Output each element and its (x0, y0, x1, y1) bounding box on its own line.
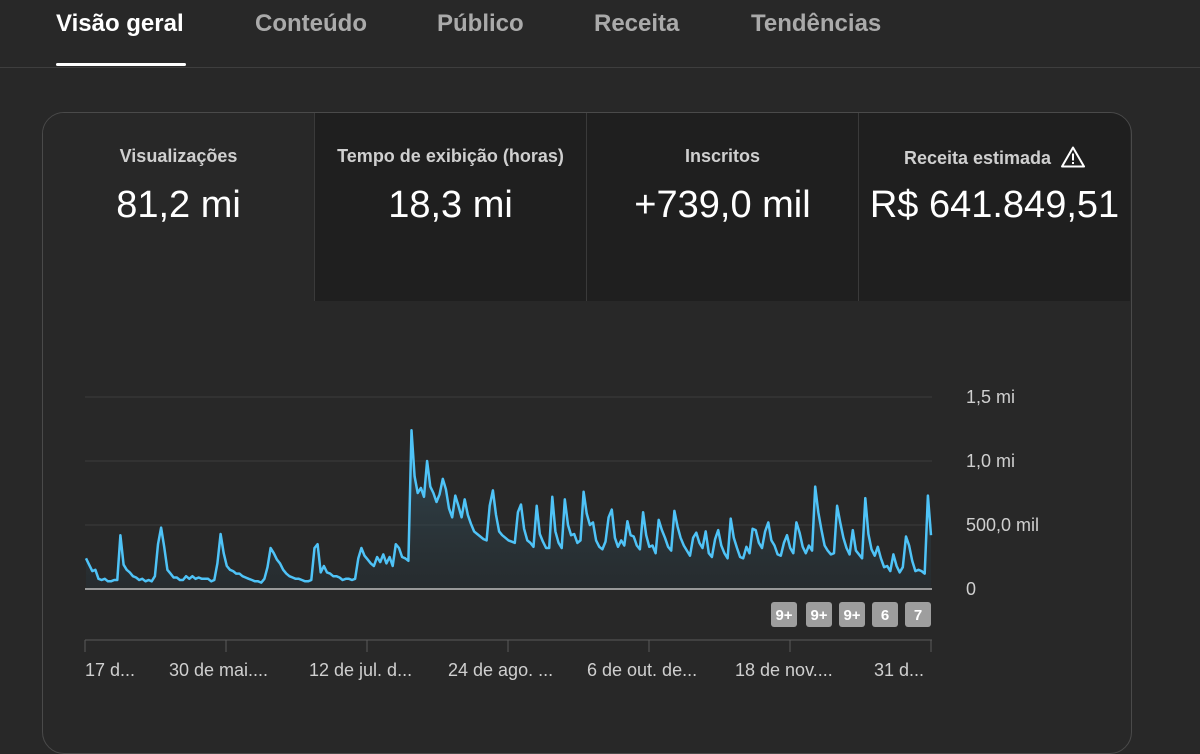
warning-icon[interactable] (1061, 146, 1086, 168)
svg-text:9+: 9+ (843, 607, 860, 624)
x-tick-label: 17 d... (85, 660, 135, 680)
metric-value: R$ 641.849,51 (869, 184, 1120, 226)
svg-text:6: 6 (881, 607, 889, 624)
x-tick-label: 30 de mai.... (169, 660, 268, 680)
tab-trends[interactable]: Tendências (751, 10, 882, 37)
y-tick-label: 0 (966, 579, 976, 599)
x-tick-label: 31 d... (874, 660, 924, 680)
metric-value: 81,2 mi (116, 184, 241, 226)
metric-estimated-revenue[interactable]: Receita estimada R$ 641.849,51 (858, 113, 1130, 301)
tab-revenue[interactable]: Receita (594, 10, 680, 37)
video-marker[interactable]: 7 (905, 602, 931, 627)
series-line (84, 429, 933, 584)
svg-text:7: 7 (914, 607, 922, 624)
metric-label: Inscritos (684, 146, 761, 166)
svg-text:9+: 9+ (810, 607, 827, 624)
tab-bar: Visão geral Conteúdo Público Receita Ten… (0, 0, 1200, 68)
tab-overview[interactable]: Visão geral (56, 10, 184, 37)
tab-audience[interactable]: Público (437, 10, 524, 37)
metric-label: Visualizações (119, 146, 238, 166)
x-tick-label: 6 de out. de... (587, 660, 697, 680)
y-tick-label: 1,5 mi (966, 387, 1015, 407)
y-tick-label: 1,0 mi (966, 451, 1015, 471)
video-marker[interactable]: 9+ (839, 602, 865, 627)
analytics-card: Visualizações 81,2 mi Tempo de exibição … (42, 112, 1132, 754)
video-marker[interactable]: 6 (872, 602, 898, 627)
svg-text:9+: 9+ (775, 607, 792, 624)
metric-label: Receita estimada (903, 148, 1052, 168)
video-marker[interactable]: 9+ (771, 602, 797, 627)
metric-value: 18,3 mi (388, 184, 513, 226)
tab-content[interactable]: Conteúdo (255, 10, 367, 37)
x-tick-label: 24 de ago. ... (448, 660, 553, 680)
y-tick-label: 500,0 mil (966, 515, 1039, 535)
metric-label-row: Receita estimada (859, 146, 1130, 169)
video-marker[interactable]: 9+ (806, 602, 832, 627)
x-tick-label: 18 de nov.... (735, 660, 833, 680)
x-tick-label: 12 de jul. d... (309, 660, 412, 680)
views-chart: 1,5 mi 1,0 mi 500,0 mil 0 9+ 9+ 9+ 6 7 17 d... 30 … (84, 387, 1039, 680)
series-area (86, 430, 931, 589)
active-tab-indicator (56, 63, 186, 66)
metric-views[interactable]: Visualizações 81,2 mi (43, 113, 314, 301)
metric-watch-time[interactable]: Tempo de exibição (horas) 18,3 mi (314, 113, 586, 301)
metric-value: +739,0 mil (634, 184, 811, 226)
metric-subscribers[interactable]: Inscritos +739,0 mil (586, 113, 858, 301)
metric-label: Tempo de exibição (horas) (337, 146, 564, 166)
